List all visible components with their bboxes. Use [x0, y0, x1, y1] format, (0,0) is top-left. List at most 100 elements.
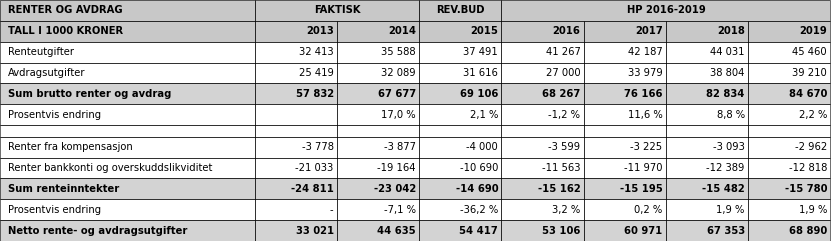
Text: Sum renteinntekter: Sum renteinntekter	[8, 184, 119, 194]
Bar	[584, 83, 666, 104]
Text: 2019: 2019	[799, 26, 827, 36]
Bar	[584, 21, 666, 42]
Bar	[337, 125, 419, 137]
Bar	[419, 125, 501, 137]
Text: -: -	[330, 205, 334, 215]
Bar	[666, 104, 748, 125]
Text: -12 818: -12 818	[789, 163, 827, 173]
Text: 41 267: 41 267	[545, 47, 580, 57]
Bar	[584, 220, 666, 241]
Bar	[501, 0, 830, 21]
Bar	[255, 158, 337, 178]
Bar	[255, 199, 337, 220]
Text: 60 971: 60 971	[625, 226, 663, 235]
Bar	[666, 83, 748, 104]
Bar	[255, 21, 337, 42]
Bar	[0, 0, 255, 21]
Bar	[419, 0, 501, 21]
Text: 37 491: 37 491	[463, 47, 498, 57]
Text: 17,0 %: 17,0 %	[382, 110, 416, 120]
Bar	[337, 83, 419, 104]
Bar	[748, 137, 831, 158]
Bar	[666, 220, 748, 241]
Bar	[419, 42, 501, 63]
Bar	[255, 104, 337, 125]
Text: RENTER OG AVDRAG: RENTER OG AVDRAG	[8, 6, 122, 15]
Bar	[748, 83, 831, 104]
Bar	[255, 199, 337, 220]
Text: -7,1 %: -7,1 %	[384, 205, 416, 215]
Bar	[337, 178, 419, 199]
Text: 84 670: 84 670	[789, 89, 827, 99]
Bar	[748, 42, 831, 63]
Text: FAKTISK: FAKTISK	[314, 6, 360, 15]
Text: 53 106: 53 106	[542, 226, 580, 235]
Bar	[501, 178, 584, 199]
Bar	[255, 63, 337, 83]
Bar	[501, 199, 584, 220]
Bar	[0, 42, 255, 63]
Text: -10 690: -10 690	[460, 163, 498, 173]
Bar	[0, 104, 255, 125]
Text: Renteutgifter: Renteutgifter	[8, 47, 73, 57]
Text: -15 780: -15 780	[785, 184, 827, 194]
Text: 25 419: 25 419	[299, 68, 334, 78]
Text: -3 225: -3 225	[630, 142, 663, 152]
Bar	[748, 21, 831, 42]
Text: 68 890: 68 890	[789, 226, 827, 235]
Bar	[419, 83, 501, 104]
Bar	[419, 83, 501, 104]
Text: 45 460: 45 460	[792, 47, 827, 57]
Text: Prosentvis endring: Prosentvis endring	[8, 205, 101, 215]
Bar	[419, 125, 501, 137]
Bar	[337, 220, 419, 241]
Bar	[666, 158, 748, 178]
Text: 32 089: 32 089	[382, 68, 416, 78]
Bar	[337, 137, 419, 158]
Bar	[584, 104, 666, 125]
Text: -19 164: -19 164	[377, 163, 416, 173]
Bar	[0, 63, 255, 83]
Bar	[0, 125, 255, 137]
Text: 31 616: 31 616	[463, 68, 498, 78]
Text: 32 413: 32 413	[299, 47, 334, 57]
Text: 1,9 %: 1,9 %	[799, 205, 827, 215]
Bar	[255, 220, 337, 241]
Bar	[748, 220, 831, 241]
Bar	[255, 125, 337, 137]
Bar	[666, 220, 748, 241]
Bar	[255, 21, 337, 42]
Bar	[419, 21, 501, 42]
Text: 0,2 %: 0,2 %	[635, 205, 663, 215]
Bar	[337, 199, 419, 220]
Bar	[748, 104, 831, 125]
Bar	[419, 199, 501, 220]
Text: -3 778: -3 778	[301, 142, 334, 152]
Bar	[419, 178, 501, 199]
Text: 69 106: 69 106	[460, 89, 498, 99]
Bar	[419, 220, 501, 241]
Text: -11 970: -11 970	[624, 163, 663, 173]
Text: 1,9 %: 1,9 %	[716, 205, 745, 215]
Bar	[501, 137, 584, 158]
Text: TALL I 1000 KRONER: TALL I 1000 KRONER	[8, 26, 123, 36]
Bar	[748, 178, 831, 199]
Bar	[501, 220, 584, 241]
Bar	[419, 137, 501, 158]
Bar	[0, 0, 255, 21]
Bar	[337, 220, 419, 241]
Text: 2013: 2013	[306, 26, 334, 36]
Text: Renter fra kompensasjon: Renter fra kompensasjon	[8, 142, 133, 152]
Text: 57 832: 57 832	[296, 89, 334, 99]
Bar	[255, 83, 337, 104]
Text: 68 267: 68 267	[542, 89, 580, 99]
Bar	[337, 83, 419, 104]
Text: 2018: 2018	[717, 26, 745, 36]
Bar	[0, 158, 255, 178]
Bar	[0, 199, 255, 220]
Bar	[501, 158, 584, 178]
Bar	[0, 104, 255, 125]
Bar	[748, 158, 831, 178]
Bar	[748, 158, 831, 178]
Bar	[501, 158, 584, 178]
